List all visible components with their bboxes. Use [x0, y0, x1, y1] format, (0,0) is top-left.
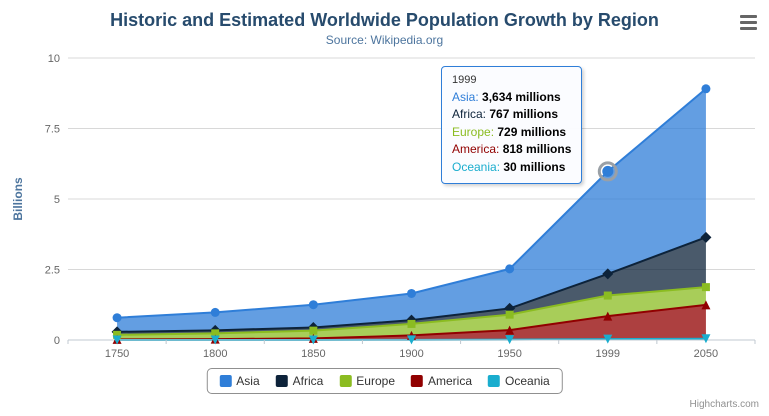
hamburger-bar	[740, 27, 757, 30]
point-asia-1900[interactable]	[407, 288, 416, 298]
legend-item-europe[interactable]: Europe	[339, 374, 395, 388]
tooltip-row: Oceania: 30 millions	[452, 159, 566, 174]
x-axis-tick-label: 1999	[596, 348, 620, 360]
point-europe-2050[interactable]	[701, 283, 710, 292]
hover-halo	[597, 161, 618, 182]
area-africa	[117, 237, 706, 335]
chart-subtitle: Source: Wikipedia.org	[325, 33, 444, 47]
tooltip-row: America: 818 millions	[452, 142, 572, 157]
area-asia	[117, 88, 706, 332]
legend-symbol	[411, 375, 424, 387]
y-axis-tick-label: 7.5	[45, 124, 60, 136]
point-asia-2050[interactable]	[701, 84, 711, 94]
point-oceania-1750[interactable]	[112, 335, 122, 345]
point-africa-2050[interactable]	[700, 231, 712, 243]
y-axis-tick-label: 0	[54, 335, 60, 347]
y-axis-title: Billions	[11, 177, 25, 221]
legend: Asia Africa Europe America Oceania	[206, 368, 563, 394]
legend-label: Asia	[236, 374, 260, 388]
y-axis-tick-label: 5	[54, 194, 60, 206]
hamburger-bar	[740, 15, 757, 18]
point-america-1999[interactable]	[603, 311, 613, 321]
point-oceania-2050[interactable]	[701, 334, 711, 344]
highcharts-credit[interactable]: Highcharts.com	[689, 399, 759, 410]
tooltip-rows: Asia: 3,634 millions Africa: 767 millions…	[452, 89, 571, 176]
legend-symbol	[275, 375, 288, 387]
legend-symbol	[339, 375, 352, 387]
point-america-2050[interactable]	[701, 300, 711, 310]
hamburger-menu-icon[interactable]	[740, 15, 757, 30]
point-europe-1750[interactable]	[113, 330, 122, 339]
tooltip-row: Africa: 767 millions	[452, 107, 559, 122]
legend-item-asia[interactable]: Asia	[219, 374, 260, 388]
legend-item-america[interactable]: America	[411, 374, 472, 388]
x-axis-tick-label: 1900	[399, 348, 423, 360]
point-europe-1900[interactable]	[407, 319, 416, 328]
legend-symbol	[488, 375, 501, 387]
legend-symbol	[219, 375, 232, 387]
legend-label: Europe	[356, 374, 396, 388]
legend-label: Africa	[292, 374, 324, 388]
x-axis-tick-label: 1850	[301, 348, 325, 360]
point-asia-1850[interactable]	[308, 300, 318, 310]
point-africa-1999[interactable]	[602, 268, 614, 280]
point-oceania-1950[interactable]	[505, 335, 515, 345]
point-asia-1800[interactable]	[210, 307, 220, 317]
tooltip-row: Europe: 729 millions	[452, 124, 567, 139]
x-axis-tick-label: 1800	[203, 348, 227, 360]
chart-title: Historic and Estimated Worldwide Populat…	[110, 10, 659, 30]
x-axis-tick-label: 1750	[105, 348, 129, 360]
tooltip-header: 1999	[452, 74, 477, 86]
point-asia-1750[interactable]	[112, 313, 122, 323]
legend-label: America	[428, 374, 473, 388]
point-oceania-1800[interactable]	[210, 335, 220, 345]
point-oceania-1900[interactable]	[407, 335, 416, 345]
point-oceania-1999[interactable]	[603, 334, 613, 344]
hamburger-bar	[740, 21, 757, 24]
point-asia-1950[interactable]	[505, 264, 515, 274]
tooltip-row: Asia: 3,634 millions	[452, 90, 561, 104]
point-america-1950[interactable]	[505, 325, 515, 335]
hovered-point[interactable]	[602, 165, 614, 177]
legend-item-oceania[interactable]: Oceania	[488, 374, 550, 388]
point-europe-1800[interactable]	[211, 329, 220, 338]
point-europe-1850[interactable]	[309, 326, 318, 335]
x-axis-tick-label: 2050	[694, 348, 718, 360]
tooltip: 1999 Asia: 3,634 millions Africa: 767 mil…	[441, 66, 583, 184]
legend-item-africa[interactable]: Africa	[275, 374, 324, 388]
point-oceania-1850[interactable]	[308, 335, 318, 345]
point-europe-1950[interactable]	[505, 310, 514, 319]
y-axis-tick-label: 10	[48, 53, 60, 65]
area-america	[117, 304, 706, 340]
legend-label: Oceania	[505, 374, 550, 388]
point-europe-1999[interactable]	[603, 291, 612, 300]
y-axis-tick-label: 2.5	[45, 265, 60, 277]
x-axis-tick-label: 1950	[497, 348, 521, 360]
